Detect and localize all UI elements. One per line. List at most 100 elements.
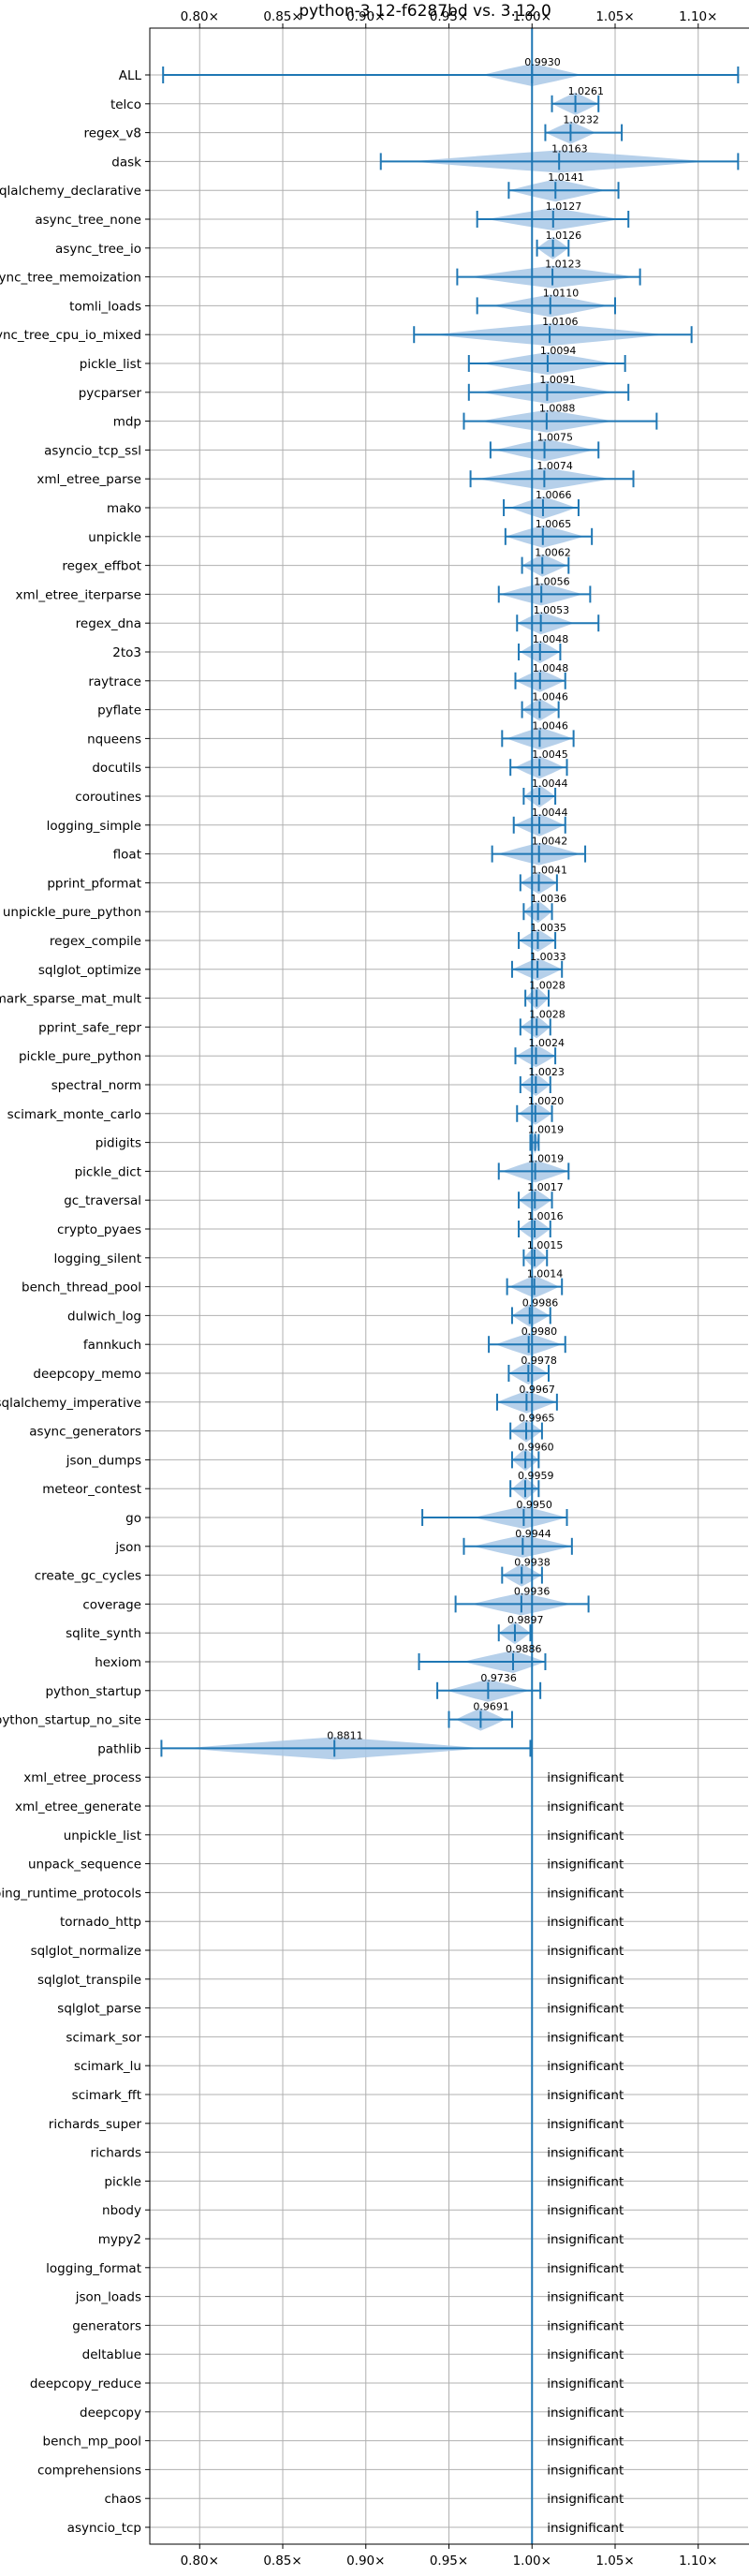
value-label: 1.0141	[548, 171, 584, 184]
value-label: 0.9986	[522, 1296, 559, 1309]
benchmark-label: mdp	[113, 415, 141, 430]
value-label: 1.0065	[536, 518, 572, 530]
benchmark-label: 2to3	[112, 645, 141, 660]
value-label: 1.0046	[532, 691, 568, 703]
benchmark-label: nbody	[102, 2203, 141, 2218]
x-tick-label: 0.90×	[346, 2554, 385, 2569]
x-tick-label: 1.00×	[513, 2554, 551, 2569]
value-label: 1.0020	[528, 1095, 565, 1107]
benchmark-label: unpack_sequence	[28, 1858, 141, 1873]
benchmark-label: unpickle	[88, 530, 141, 545]
value-label: 1.0261	[568, 85, 605, 97]
insignificant-label: insignificant	[547, 2492, 624, 2507]
benchmark-label: logging_silent	[54, 1251, 141, 1266]
x-tick-labels-bottom: 0.80× 0.85× 0.90× 0.95× 1.00× 1.05× 1.10×	[181, 2544, 717, 2569]
value-label: 1.0015	[527, 1239, 564, 1251]
benchmark-label: logging_format	[46, 2261, 141, 2276]
benchmark-label: crypto_pyaes	[57, 1222, 141, 1237]
benchmark-label: richards_super	[49, 2117, 142, 2132]
benchmark-label: regex_v8	[83, 126, 141, 141]
x-tick-label: 1.10×	[679, 2554, 717, 2569]
benchmark-label: meteor_contest	[42, 1482, 141, 1497]
benchmark-label: coroutines	[75, 790, 141, 805]
value-label: 1.0106	[542, 316, 579, 328]
benchmark-label: json	[114, 1540, 141, 1555]
x-tick-label: 1.10×	[679, 9, 717, 24]
x-tick-label: 0.90×	[346, 9, 385, 24]
value-label: 0.9980	[521, 1325, 558, 1338]
insignificant-label: insignificant	[547, 2059, 624, 2074]
value-label: 1.0028	[529, 1008, 565, 1020]
value-label: 0.9691	[473, 1701, 508, 1713]
insignificant-label: insignificant	[547, 2232, 624, 2247]
benchmark-label: xml_etree_iterparse	[16, 587, 142, 602]
benchmark-label: gc_traversal	[64, 1193, 141, 1208]
value-label: 1.0048	[533, 662, 569, 674]
benchmark-label: pprint_safe_repr	[38, 1020, 141, 1035]
benchmark-label: sqlalchemy_declarative	[0, 184, 141, 199]
benchmark-label: scimark_monte_carlo	[7, 1107, 141, 1122]
x-tick-label: 1.00×	[513, 9, 551, 24]
value-label: 1.0075	[537, 431, 574, 443]
x-tick-label: 0.95×	[430, 9, 468, 24]
insignificant-label: insignificant	[547, 1770, 624, 1785]
benchmark-label: deepcopy_reduce	[30, 2376, 141, 2391]
value-label: 0.9944	[515, 1528, 551, 1540]
benchmark-label: pickle_pure_python	[19, 1049, 141, 1064]
insignificant-label: insignificant	[547, 1858, 624, 1873]
value-label: 0.9978	[521, 1355, 557, 1367]
benchmark-label: scimark_sparse_mat_mult	[0, 992, 141, 1007]
insignificant-label: insignificant	[547, 2435, 624, 2450]
value-label: 1.0023	[528, 1066, 565, 1078]
benchmark-label: spectral_norm	[51, 1078, 141, 1093]
benchmark-label: json_loads	[75, 2290, 141, 2305]
benchmark-label: pyflate	[97, 703, 141, 718]
benchmark-label: sqlite_synth	[66, 1626, 141, 1641]
benchmark-label: go	[125, 1511, 141, 1526]
value-label: 0.9886	[506, 1643, 542, 1655]
value-label: 0.9930	[524, 56, 561, 68]
value-label: 0.9960	[518, 1441, 554, 1453]
benchmark-label: sqlglot_optimize	[38, 963, 141, 978]
value-label: 1.0035	[530, 922, 566, 934]
value-label: 1.0110	[543, 287, 580, 299]
value-label: 1.0088	[539, 403, 576, 415]
value-label: 1.0042	[532, 836, 568, 848]
benchmark-label: xml_etree_generate	[15, 1799, 141, 1814]
insignificant-label: insignificant	[547, 2318, 624, 2333]
value-label: 1.0033	[530, 951, 566, 963]
value-label: 1.0048	[533, 633, 569, 645]
value-label: 1.0044	[532, 807, 568, 819]
value-label: 1.0046	[532, 719, 568, 732]
value-label: 1.0056	[534, 575, 570, 587]
value-label: 1.0014	[527, 1268, 564, 1281]
value-label: 1.0074	[536, 460, 573, 472]
insignificant-label: insignificant	[547, 2146, 624, 2161]
benchmark-label: xml_etree_parse	[37, 472, 141, 487]
benchmark-label: hexiom	[95, 1655, 141, 1670]
value-labels: 0.9930 1.0261 1.0232 1.0163 1.0141 1.0127 1.01…	[327, 56, 624, 2536]
benchmark-label: typing_runtime_protocols	[0, 1886, 141, 1901]
value-label: 1.0028	[529, 980, 565, 992]
benchmark-label: regex_compile	[50, 934, 141, 949]
value-label: 1.0123	[545, 259, 581, 271]
x-tick-label: 0.80×	[181, 2554, 219, 2569]
value-label: 1.0126	[546, 229, 582, 242]
benchmark-label: unpickle_pure_python	[3, 905, 141, 920]
value-label: 1.0036	[531, 893, 567, 905]
benchmark-label: create_gc_cycles	[35, 1569, 141, 1584]
insignificant-label: insignificant	[547, 2203, 624, 2218]
value-label: 1.0044	[532, 777, 568, 790]
value-label: 1.0127	[546, 200, 582, 213]
value-label: 0.9967	[519, 1384, 555, 1396]
insignificant-label: insignificant	[547, 1886, 624, 1901]
benchmark-label: sqlglot_parse	[57, 2002, 141, 2017]
x-tick-label: 0.85×	[263, 2554, 301, 2569]
value-label: 0.9938	[514, 1557, 551, 1569]
benchmark-label: mypy2	[98, 2232, 141, 2247]
value-label: 1.0066	[536, 489, 572, 501]
benchmark-label: pickle_list	[80, 357, 141, 372]
benchmark-label: pprint_pformat	[47, 876, 141, 891]
value-label: 1.0232	[563, 114, 599, 126]
value-label: 1.0091	[539, 374, 576, 386]
